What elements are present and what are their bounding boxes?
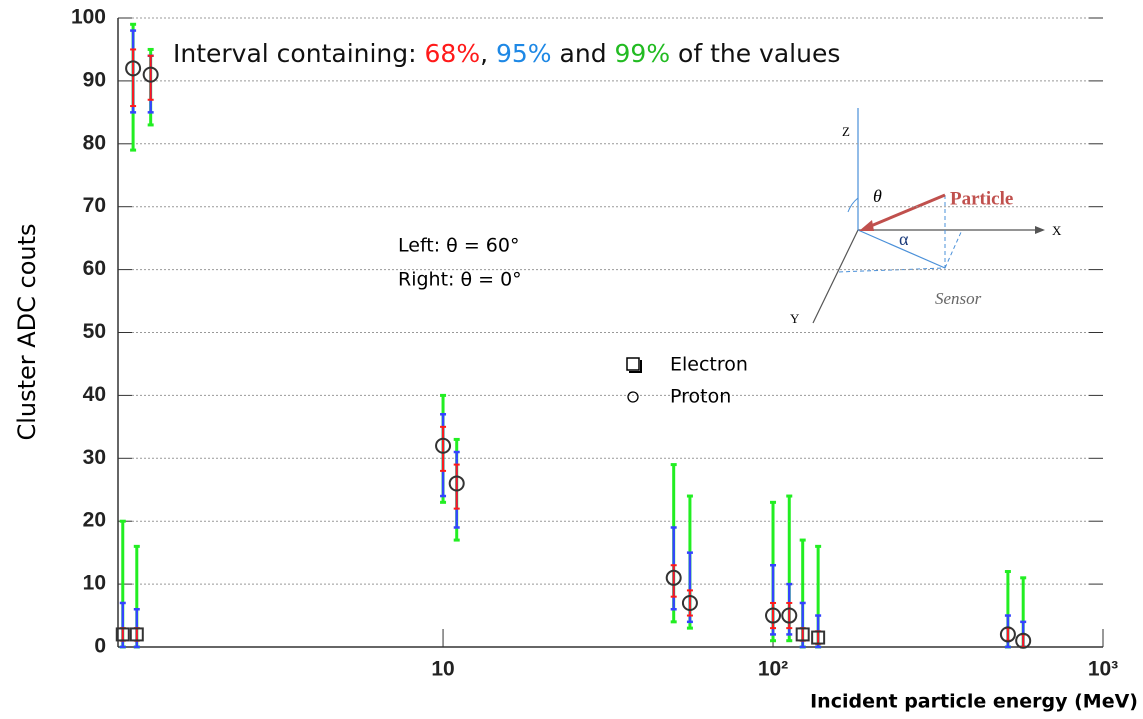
y-tick-label: 10 <box>83 572 106 595</box>
angle-label: α <box>899 229 909 249</box>
particle-arrow <box>865 193 946 230</box>
marker <box>765 607 782 624</box>
x-tick-label: 10² <box>758 658 788 681</box>
legend-marker <box>626 357 640 371</box>
marker <box>781 607 798 624</box>
x-tick-label: 10³ <box>1088 658 1118 681</box>
y-axis <box>812 229 859 324</box>
title-part: 95% <box>496 39 552 68</box>
arrow <box>1035 226 1045 234</box>
axis-name: X <box>1052 223 1062 238</box>
marker <box>811 630 826 645</box>
sensor-label: Sensor <box>935 289 982 308</box>
y-tick-label: 80 <box>83 131 106 154</box>
marker <box>435 437 452 454</box>
marker <box>999 626 1016 643</box>
chart-title: Interval containing: 68%, 95% and 99% of… <box>173 39 840 68</box>
title-part: of the values <box>670 39 840 68</box>
error-bar <box>1004 627 1011 642</box>
x-axis-title: Incident particle energy (MeV) <box>810 691 1138 713</box>
inset-diagram: Z X Y θ α Particle Sensor <box>790 108 1062 326</box>
y-tick-label: 70 <box>83 194 106 217</box>
arrow <box>859 220 874 231</box>
angle-arc <box>847 197 859 213</box>
y-tick-label: 90 <box>83 68 106 91</box>
marker <box>665 569 682 586</box>
y-axis-title: Cluster ADC couts <box>13 223 41 440</box>
x-tick-label: 10 <box>431 658 454 681</box>
title-part: and <box>552 39 615 68</box>
projection <box>857 229 946 269</box>
y-tick-label: 60 <box>83 257 106 280</box>
y-tick-label: 40 <box>83 383 106 406</box>
error-bar <box>133 627 140 642</box>
annotation: Right: θ = 0° <box>398 269 522 291</box>
title-part: 99% <box>615 39 671 68</box>
legend-label: Proton <box>670 386 731 408</box>
title-part: 68% <box>425 39 481 68</box>
y-tick-label: 20 <box>83 509 106 532</box>
error-bar <box>786 601 793 630</box>
error-bar <box>119 627 126 642</box>
error-bar <box>815 630 822 645</box>
error-bar <box>147 54 154 101</box>
legend-marker <box>627 391 639 403</box>
legend-marker <box>629 360 642 373</box>
marker <box>142 66 159 83</box>
y-tick-label: 0 <box>94 635 106 658</box>
error-bar <box>453 463 460 510</box>
error-bar <box>130 48 137 108</box>
particle-label: Particle <box>950 188 1013 209</box>
axis-name: Y <box>790 311 800 326</box>
y-tick-label: 100 <box>71 6 106 29</box>
marker <box>1015 632 1032 649</box>
title-part: , <box>480 39 496 68</box>
marker <box>115 627 130 642</box>
legend-label: Electron <box>670 354 748 376</box>
marker <box>681 594 698 611</box>
annotation: Left: θ = 60° <box>398 235 520 257</box>
axis-name: Z <box>842 124 850 139</box>
y-tick-label: 50 <box>83 320 106 343</box>
marker <box>448 475 465 492</box>
angle-label: θ <box>873 186 882 206</box>
marker <box>795 627 810 642</box>
error-bar <box>799 627 806 642</box>
error-bar <box>1020 633 1027 648</box>
guide <box>837 195 963 273</box>
marker <box>129 627 144 642</box>
error-bar <box>440 425 447 472</box>
marker <box>125 60 142 77</box>
error-bar <box>686 589 693 617</box>
title-part: Interval containing: <box>173 39 425 68</box>
y-tick-label: 30 <box>83 446 106 469</box>
error-bar <box>770 601 777 630</box>
